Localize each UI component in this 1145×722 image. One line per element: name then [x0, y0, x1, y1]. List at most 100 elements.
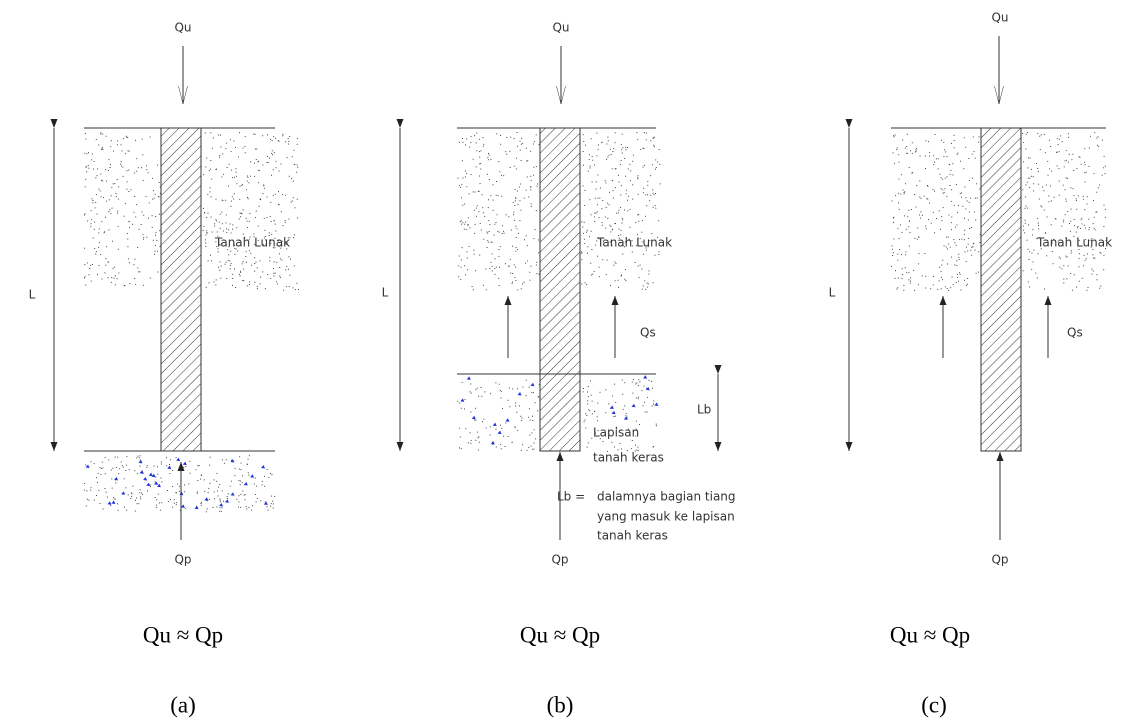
gravel [261, 464, 266, 469]
stipple-dot [942, 207, 944, 209]
gravel [148, 472, 153, 477]
stipple-dot [85, 464, 87, 466]
stipple-dot [172, 470, 174, 471]
stipple-dot [527, 159, 529, 161]
stipple-dot [264, 236, 266, 237]
stipple-dot [208, 170, 210, 172]
stipple-dot [605, 182, 607, 184]
stipple-dot [272, 169, 274, 171]
stipple-dot [272, 247, 274, 249]
stipple-dot [956, 224, 958, 226]
stipple-dot [1043, 134, 1045, 136]
stipple-dot [1093, 227, 1095, 229]
stipple-dot [954, 264, 956, 266]
stipple-dot [257, 225, 259, 227]
stipple-dot [532, 420, 534, 421]
stipple-dot [128, 220, 130, 222]
stipple-dot [226, 278, 228, 279]
stipple-dot [933, 155, 935, 157]
stipple-dot [620, 143, 622, 145]
stipple-dot [587, 391, 588, 393]
stipple-dot [473, 253, 475, 255]
stipple-dot [612, 190, 614, 192]
stipple-dot [279, 253, 280, 255]
stipple-dot [1062, 184, 1064, 186]
stipple-dot [166, 465, 168, 467]
stipple-dot [970, 197, 971, 199]
stipple-dot [159, 245, 161, 247]
stipple-dot [1053, 239, 1055, 240]
stipple-dot [489, 434, 491, 436]
stipple-dot [1099, 184, 1101, 186]
stipple-dot [271, 140, 273, 142]
soil-label: Tanah Lunak [1036, 236, 1112, 250]
stipple-dot [941, 264, 943, 266]
stipple-dot [90, 461, 92, 463]
length-label: L [29, 288, 36, 302]
stipple-dot [897, 287, 899, 289]
stipple-dot [465, 229, 467, 230]
stipple-dot [244, 145, 246, 147]
stipple-dot [611, 168, 613, 170]
stipple-dot [462, 222, 464, 224]
stipple-dot [590, 380, 591, 382]
stipple-dot [219, 244, 221, 246]
stipple-dot [1078, 266, 1080, 268]
stipple-dot [528, 196, 530, 198]
stipple-dot [1023, 161, 1024, 163]
stipple-dot [1058, 256, 1060, 258]
stipple-dot [516, 145, 518, 147]
stipple-dot [620, 207, 622, 209]
stipple-dot [515, 197, 517, 199]
stipple-dot [1075, 200, 1077, 201]
stipple-dot [495, 266, 497, 268]
stipple-dot [915, 149, 917, 151]
stipple-dot [652, 446, 654, 448]
stipple-dot [160, 477, 162, 479]
stipple-dot [269, 256, 271, 258]
stipple-dot [465, 221, 467, 223]
stipple-dot [637, 177, 639, 179]
stipple-dot [655, 167, 657, 168]
stipple-dot [262, 243, 264, 245]
stipple-dot [637, 175, 639, 177]
stipple-dot [229, 268, 231, 270]
stipple-dot [256, 288, 258, 290]
stipple-dot [590, 230, 592, 232]
stipple-dot [197, 465, 199, 467]
stipple-dot [658, 251, 660, 253]
gravel [460, 398, 465, 402]
stipple-dot [501, 233, 503, 234]
stipple-dot [207, 212, 209, 214]
stipple-dot [286, 157, 288, 159]
stipple-dot [1051, 251, 1053, 252]
stipple-dot [520, 183, 522, 185]
stipple-dot [979, 242, 981, 244]
stipple-dot [589, 410, 591, 412]
equation: Qu ≈ Qp [890, 622, 970, 647]
stipple-dot [205, 511, 207, 513]
stipple-dot [621, 274, 622, 276]
stipple-dot [101, 278, 103, 280]
stipple-dot [609, 224, 611, 226]
stipple-dot [92, 200, 94, 201]
stipple-dot [491, 241, 493, 243]
stipple-dot [645, 215, 646, 217]
stipple-dot [898, 238, 900, 240]
stipple-dot [583, 421, 585, 423]
stipple-dot [210, 132, 212, 134]
stipple-dot [458, 255, 460, 257]
stipple-dot [492, 209, 494, 211]
stipple-dot [499, 266, 500, 268]
stipple-dot [464, 398, 466, 400]
stipple-dot [139, 271, 141, 273]
stipple-dot [635, 222, 637, 224]
stipple-dot [513, 138, 515, 140]
stipple-dot [246, 285, 248, 287]
stipple-dot [507, 436, 509, 437]
stipple-dot [1038, 198, 1040, 200]
stipple-dot [175, 502, 177, 504]
stipple-dot [629, 163, 631, 165]
stipple-dot [594, 221, 596, 223]
stipple-dot [1037, 222, 1039, 224]
